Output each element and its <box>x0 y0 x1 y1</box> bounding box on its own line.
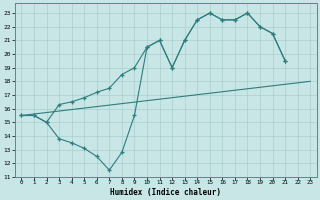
X-axis label: Humidex (Indice chaleur): Humidex (Indice chaleur) <box>110 188 221 197</box>
